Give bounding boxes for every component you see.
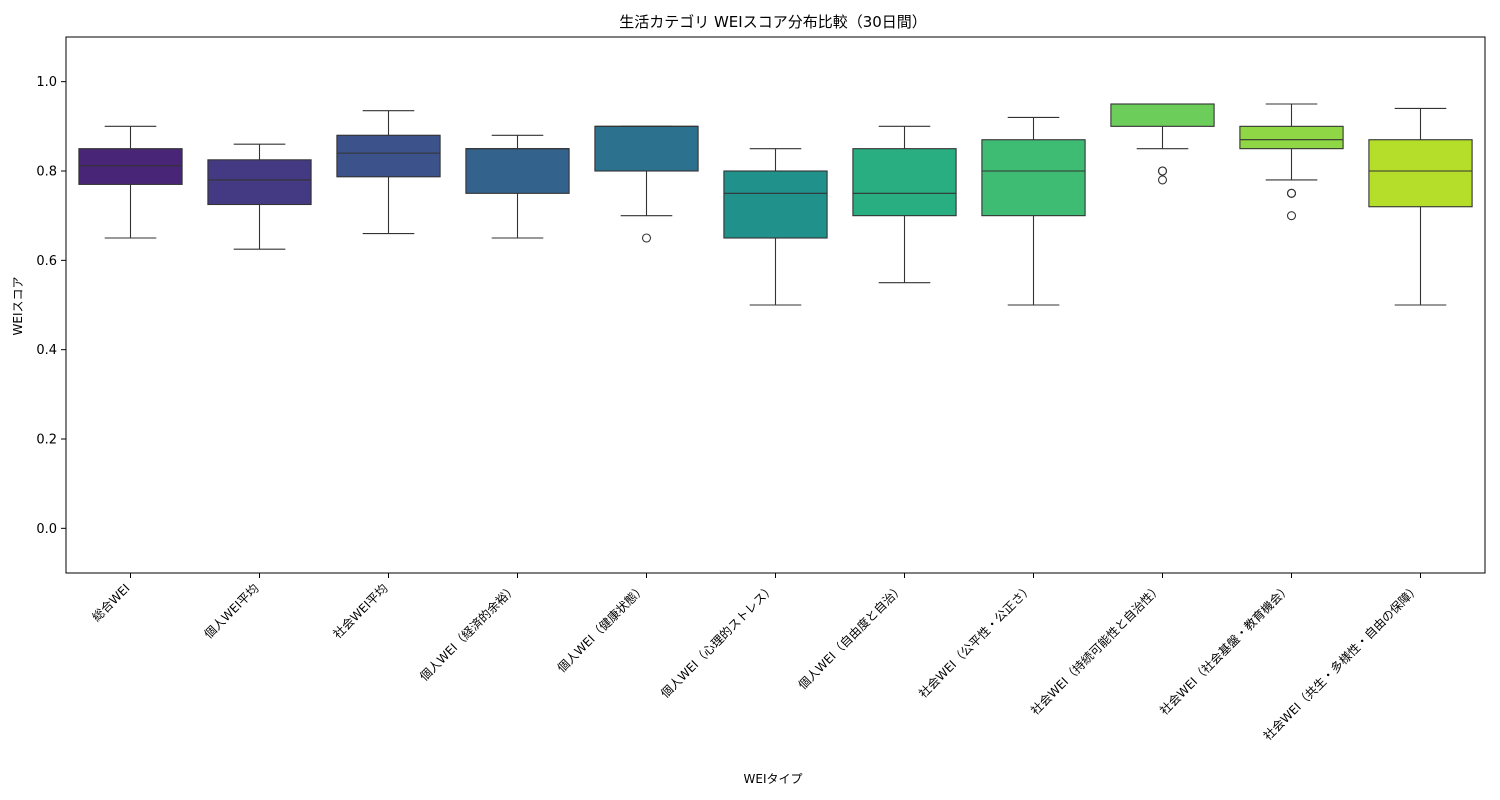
x-tick-label: 総合WEI — [89, 581, 133, 625]
x-tick-label: 社会WEI平均 — [330, 581, 391, 642]
box — [336, 134, 441, 178]
box-group — [981, 116, 1086, 306]
y-tick-label: 1.0 — [36, 75, 57, 90]
box — [1110, 103, 1215, 127]
box — [78, 148, 183, 185]
box — [465, 148, 570, 194]
outlier-point — [1286, 211, 1297, 221]
x-tick-label: 社会WEI（公平性・公正さ） — [915, 581, 1035, 701]
x-tick-label: 社会WEI（社会基盤・教育機会） — [1156, 581, 1293, 718]
x-tick-label: 社会WEI（共生・多様性・自由の保障） — [1260, 581, 1423, 744]
box-group — [594, 125, 699, 243]
y-tick-label: 0.2 — [36, 433, 57, 448]
x-tick-label: 個人WEI（心理的ストレス） — [657, 581, 777, 701]
box-group — [336, 110, 441, 235]
chart-title: 生活カテゴリ WEIスコア分布比較（30日間） — [619, 13, 927, 31]
box — [981, 139, 1086, 217]
x-tick-label: 社会WEI（持続可能性と自治性） — [1027, 581, 1164, 718]
y-tick-label: 0.4 — [36, 343, 57, 358]
outlier-point — [1286, 188, 1297, 198]
x-tick-label: 個人WEI平均 — [202, 581, 262, 641]
box — [1239, 125, 1344, 150]
box — [594, 125, 699, 172]
box — [207, 159, 312, 206]
y-tick-label: 0.8 — [36, 165, 57, 180]
box-group — [465, 134, 570, 239]
x-tick-label: 個人WEI（経済的余裕） — [416, 581, 519, 684]
box-group — [723, 148, 828, 306]
box — [723, 170, 828, 239]
box-group — [852, 125, 957, 284]
box — [1368, 139, 1473, 208]
x-tick-label: 個人WEI（健康状態） — [554, 581, 649, 676]
x-tick-label: 個人WEI（自由度と自治） — [795, 581, 907, 693]
box-group — [207, 143, 312, 250]
box-group — [1110, 103, 1215, 185]
y-axis-ticks: 0.0 0.2 0.4 0.6 0.8 1.0 — [36, 75, 66, 537]
x-axis-label: WEIタイプ — [744, 772, 803, 786]
outlier-point — [641, 233, 652, 243]
box-group — [1368, 107, 1473, 306]
box-group — [78, 125, 183, 239]
y-tick-label: 0.0 — [36, 522, 57, 537]
y-tick-label: 0.6 — [36, 254, 57, 269]
x-axis-ticks: 総合WEI 個人WEI平均 社会WEI平均 個人WEI（経済的余裕） 個人WEI（健康状… — [89, 573, 1423, 743]
outlier-point — [1157, 166, 1168, 176]
outlier-point — [1157, 175, 1168, 185]
y-axis-label: WEIスコア — [11, 277, 25, 336]
box-group — [1239, 103, 1344, 221]
plot-area — [78, 103, 1473, 306]
box — [852, 148, 957, 217]
